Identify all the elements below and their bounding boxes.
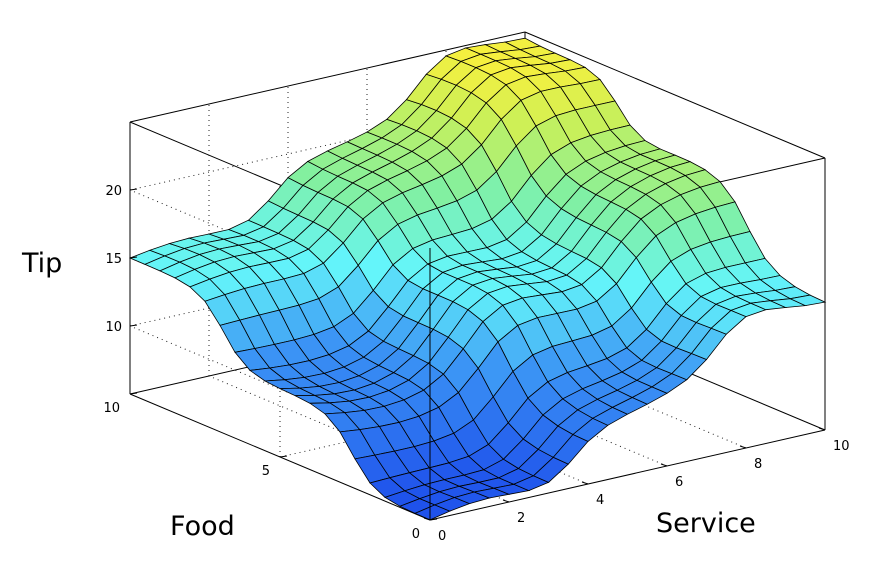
y-tick bbox=[429, 518, 438, 521]
x-tick-label: 2 bbox=[517, 511, 525, 526]
box-edge bbox=[524, 31, 826, 159]
z-tick-label: 20 bbox=[105, 184, 122, 199]
y-tick bbox=[129, 392, 138, 395]
y-axis-title: Food bbox=[170, 511, 235, 542]
x-tick-label: 0 bbox=[438, 529, 446, 544]
y-tick bbox=[279, 455, 288, 458]
x-tick bbox=[818, 427, 826, 431]
x-tick bbox=[581, 481, 589, 485]
x-tick bbox=[502, 499, 510, 503]
y-tick-label: 10 bbox=[103, 401, 120, 416]
box-edge bbox=[129, 31, 526, 123]
x-tick bbox=[660, 463, 668, 467]
x-tick-label: 6 bbox=[675, 475, 683, 490]
z-tick bbox=[129, 256, 138, 259]
x-tick bbox=[423, 517, 431, 521]
x-tick-label: 8 bbox=[754, 457, 762, 472]
y-tick-label: 5 bbox=[262, 464, 270, 479]
y-tick-label: 0 bbox=[412, 527, 420, 542]
x-axis-title: Service bbox=[656, 508, 756, 539]
x-tick bbox=[739, 445, 747, 449]
x-tick-label: 4 bbox=[596, 493, 604, 508]
surface-mesh bbox=[128, 37, 827, 521]
x-tick-label: 10 bbox=[833, 439, 850, 454]
z-tick bbox=[129, 324, 138, 327]
z-tick bbox=[129, 188, 138, 191]
z-axis-title: Tip bbox=[21, 248, 62, 279]
z-tick-label: 15 bbox=[105, 252, 122, 267]
tick-marks: 10 15 20 0 2 4 6 8 10 0 5 10 bbox=[103, 184, 849, 544]
z-tick-label: 10 bbox=[105, 320, 122, 335]
surface-patch bbox=[788, 294, 827, 307]
box-edge bbox=[429, 429, 826, 521]
